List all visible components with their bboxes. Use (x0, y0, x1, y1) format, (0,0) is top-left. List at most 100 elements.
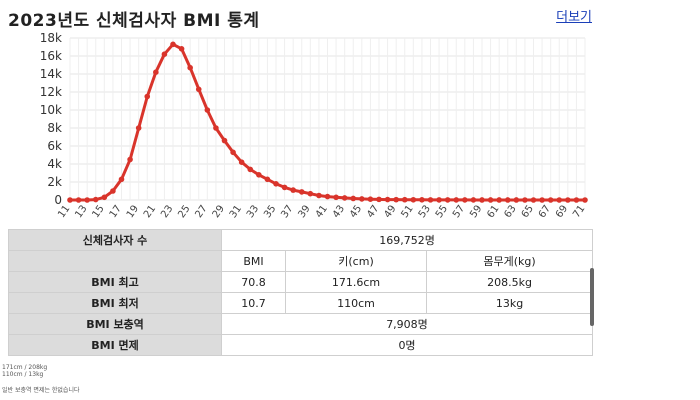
x-tick-label: 25 (176, 203, 192, 220)
data-point (221, 137, 228, 144)
data-point (324, 193, 331, 200)
x-tick-label: 43 (331, 203, 347, 220)
y-tick-label: 16k (40, 49, 62, 63)
x-tick-label: 31 (228, 203, 244, 220)
data-point (247, 166, 254, 173)
holders-label: BMI 보충역 (8, 313, 222, 335)
data-point (462, 197, 468, 203)
exempt-value: 0명 (220, 334, 594, 356)
bmi-max-height: 171.6cm (285, 271, 427, 293)
data-point (281, 184, 288, 191)
y-tick-label: 0 (54, 193, 62, 207)
data-point (298, 189, 305, 195)
data-point (513, 197, 520, 203)
data-point (195, 86, 202, 93)
x-tick-label: 51 (399, 203, 415, 220)
data-point (359, 196, 365, 202)
data-point (419, 197, 425, 203)
data-point (367, 196, 374, 202)
data-point (565, 197, 571, 203)
data-point (264, 176, 271, 183)
col-header-bmi: BMI (221, 250, 286, 272)
y-tick-label: 10k (40, 103, 62, 117)
data-point (230, 149, 236, 156)
data-point (470, 197, 477, 203)
bmi-max-value: 70.8 (221, 271, 286, 293)
bmi-min-height: 110cm (285, 292, 427, 314)
data-point (401, 196, 408, 203)
table-row: BMI 최고 70.8 171.6cm 208.5kg (8, 271, 594, 293)
table-row: BMI 면제 0명 (8, 334, 594, 356)
data-point (178, 46, 185, 52)
data-point (487, 197, 494, 203)
x-tick-label: 69 (554, 203, 570, 220)
data-point (479, 197, 485, 203)
x-tick-label: 19 (125, 203, 141, 220)
y-tick-label: 4k (47, 157, 62, 171)
x-tick-label: 29 (211, 203, 227, 220)
y-tick-label: 6k (47, 139, 62, 153)
data-point (436, 197, 442, 203)
table-row: BMI 키(cm) 몸무게(kg) (8, 250, 594, 272)
holders-value: 7,908명 (220, 313, 594, 335)
x-tick-label: 13 (73, 203, 89, 220)
exempt-label: BMI 면제 (8, 334, 222, 356)
footnote: 일반 보충역 면제는 한없습니다 (2, 387, 80, 394)
x-tick-label: 65 (520, 203, 536, 220)
bmi-min-label: BMI 최저 (8, 292, 222, 314)
y-tick-label: 8k (47, 121, 62, 135)
footnote: 110cm / 13kg (2, 371, 44, 378)
footnote: 171cm / 208kg (2, 364, 48, 371)
col-header-weight: 몸무게(kg) (425, 250, 594, 272)
data-point (144, 93, 151, 100)
data-point (393, 196, 399, 203)
bmi-max-weight: 208.5kg (425, 271, 594, 293)
data-point (204, 107, 211, 113)
data-point (307, 190, 314, 197)
data-point (384, 196, 391, 203)
data-point (273, 181, 279, 187)
x-tick-label: 67 (537, 203, 553, 220)
data-point (110, 188, 116, 194)
data-point (153, 69, 159, 75)
data-point (453, 197, 460, 203)
data-point (92, 196, 99, 203)
table-row: BMI 최저 10.7 110cm 13kg (8, 292, 594, 314)
x-tick-label: 39 (296, 203, 312, 220)
x-tick-label: 57 (451, 203, 467, 220)
x-tick-label: 55 (434, 203, 450, 220)
more-link[interactable]: 더보기 (556, 10, 592, 25)
examinees-value: 169,752명 (220, 229, 594, 251)
x-tick-label: 59 (468, 203, 484, 220)
y-tick-label: 12k (40, 85, 62, 99)
x-tick-label: 27 (193, 203, 209, 220)
x-tick-label: 61 (485, 203, 501, 220)
data-point (67, 197, 73, 203)
x-tick-label: 33 (245, 203, 261, 220)
data-point (316, 192, 322, 199)
x-tick-label: 15 (90, 203, 106, 220)
data-point (522, 197, 528, 203)
data-point (84, 197, 90, 203)
data-point (135, 125, 142, 131)
data-point (333, 194, 339, 201)
data-point (427, 197, 434, 203)
data-point (582, 197, 588, 203)
x-tick-label: 17 (108, 203, 124, 220)
x-tick-label: 47 (365, 203, 381, 220)
x-tick-label: 49 (382, 203, 398, 220)
data-point (530, 197, 537, 203)
x-tick-label: 63 (502, 203, 518, 220)
x-tick-label: 45 (348, 203, 364, 220)
table-row: BMI 보충역 7,908명 (8, 313, 594, 335)
data-point (213, 125, 219, 131)
data-point (556, 197, 563, 203)
data-point (504, 197, 511, 203)
table-scrollbar[interactable] (590, 268, 594, 326)
data-point (75, 197, 82, 203)
data-point (290, 187, 296, 193)
table-row: 신체검사자 수 169,752명 (8, 229, 594, 251)
data-point (539, 197, 545, 203)
y-tick-label: 14k (40, 67, 62, 81)
data-point (341, 195, 348, 201)
